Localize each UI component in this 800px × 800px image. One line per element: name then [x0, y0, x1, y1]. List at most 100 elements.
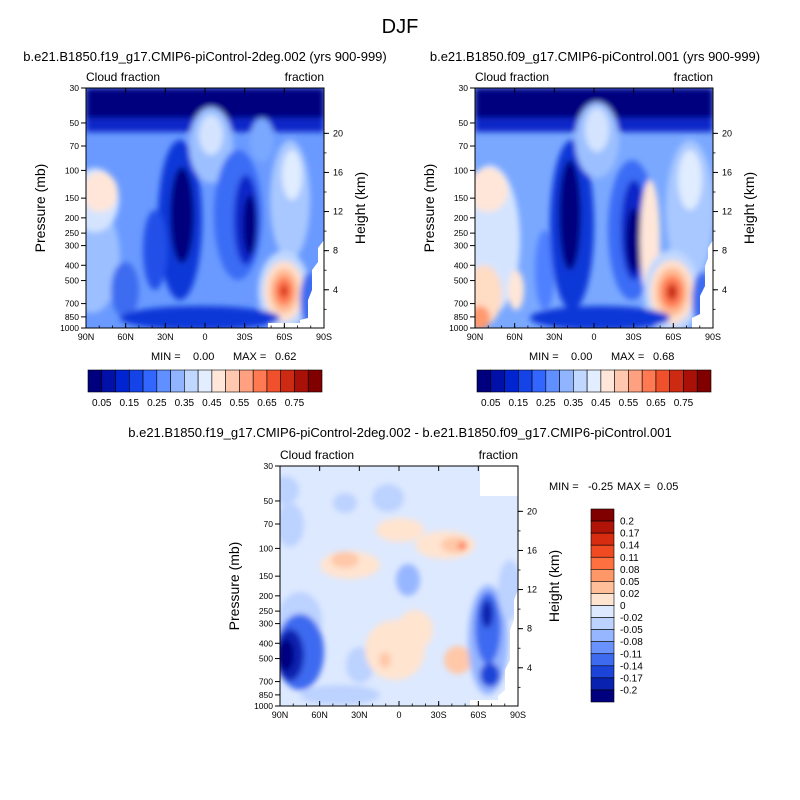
x-tick-label: 90S — [510, 710, 526, 720]
p-tick-label: 150 — [65, 193, 79, 203]
right-subtitle: fraction — [674, 70, 713, 84]
colorbar-swatch — [211, 369, 226, 393]
colorbar-swatch — [170, 369, 185, 393]
colorbar-label: 0.05 — [92, 398, 112, 409]
colorbar-swatch — [504, 369, 519, 393]
colorbar-label: 0.14 — [620, 541, 640, 552]
x-tick-label: 30S — [626, 332, 642, 342]
p-tick-label: 700 — [454, 299, 468, 309]
colorbar-swatch — [87, 369, 103, 393]
colorbar-swatch — [590, 556, 615, 570]
min-max-stats: MIN = 0.00 MAX = 0.62 — [151, 351, 296, 363]
x-tick-label: 60N — [506, 332, 523, 342]
p-tick-label: 300 — [65, 241, 79, 251]
h-tick-label: 4 — [333, 285, 338, 295]
colorbar-swatch — [184, 369, 199, 393]
x-tick-label: 60N — [117, 332, 134, 342]
p-tick-label: 700 — [65, 299, 79, 309]
max-label: MAX = — [611, 351, 644, 363]
colorbar-swatch — [225, 369, 240, 393]
h-tick-label: 8 — [722, 246, 727, 256]
h-tick-label: 8 — [333, 246, 338, 256]
p-tick-label: 70 — [70, 141, 80, 151]
p-tick-label: 250 — [65, 228, 79, 238]
colorbar-label: 0.65 — [257, 398, 277, 409]
x-tick-label: 30N — [546, 332, 563, 342]
max-value: 0.62 — [275, 351, 296, 363]
y2-axis-label: Height (km) — [546, 550, 562, 622]
left-subtitle: Cloud fraction — [86, 70, 160, 84]
panel-difference: b.e21.B1850.f19_g17.CMIP6-piControl-2deg… — [128, 425, 678, 720]
p-tick-label: 30 — [459, 83, 469, 93]
p-tick-label: 50 — [264, 496, 274, 506]
p-tick-label: 150 — [454, 193, 468, 203]
colorbar-swatch — [590, 629, 615, 642]
colorbar-label: 0.35 — [175, 398, 195, 409]
colorbar-swatch — [590, 665, 615, 679]
colorbar-label: -0.11 — [620, 649, 642, 660]
h-tick-label: 16 — [527, 545, 537, 555]
colorbar-label: 0.05 — [620, 577, 640, 588]
colorbar-swatch — [590, 641, 615, 655]
x-tick-label: 90N — [272, 710, 289, 720]
p-tick-label: 500 — [454, 276, 468, 286]
colorbar-label: 0.75 — [285, 398, 305, 409]
colorbar-label: 0.45 — [591, 398, 611, 409]
p-tick-label: 500 — [259, 654, 273, 664]
h-tick-label: 20 — [527, 506, 537, 516]
colorbar-swatch — [590, 581, 615, 594]
colorbar-label: 0.15 — [120, 398, 140, 409]
left-subtitle: Cloud fraction — [475, 70, 549, 84]
h-tick-label: 16 — [333, 167, 343, 177]
colorbar-label: 0.17 — [620, 529, 640, 540]
colorbar-label: -0.17 — [620, 673, 643, 684]
p-tick-label: 250 — [454, 228, 468, 238]
p-tick-label: 700 — [259, 677, 273, 687]
min-max-stats: MIN = -0.25 MAX = 0.05 — [549, 481, 678, 493]
p-tick-label: 200 — [259, 591, 273, 601]
p-tick-label: 150 — [259, 571, 273, 581]
h-tick-label: 4 — [527, 663, 532, 673]
x-tick-label: 0 — [396, 710, 401, 720]
y-axis-label: Pressure (mb) — [226, 542, 242, 631]
x-tick-label: 90N — [78, 332, 95, 342]
p-tick-label: 100 — [65, 165, 79, 175]
colorbar-label: 0.75 — [674, 398, 694, 409]
panel-right-top: b.e21.B1850.f09_g17.CMIP6-piControl.001 … — [421, 49, 760, 409]
colorbar-label: -0.02 — [620, 613, 643, 624]
colorbar-swatch — [655, 369, 671, 393]
x-tick-label: 90S — [705, 332, 721, 342]
contour-field — [475, 88, 713, 328]
colorbar-swatch — [128, 369, 144, 393]
colorbar-label: 0.08 — [620, 565, 640, 576]
colorbar-label: 0.25 — [147, 398, 167, 409]
colorbar-swatch — [590, 617, 615, 630]
p-tick-label: 50 — [459, 118, 469, 128]
panel-title: b.e21.B1850.f09_g17.CMIP6-piControl.001 … — [430, 49, 760, 64]
min-value: -0.25 — [588, 481, 613, 493]
max-value: 0.68 — [653, 351, 674, 363]
p-tick-label: 200 — [454, 213, 468, 223]
colorbar-label: 0.11 — [620, 553, 639, 564]
contour-field — [86, 88, 324, 328]
colorbar-label: -0.08 — [620, 637, 643, 648]
colorbar-swatch — [590, 605, 615, 618]
colorbar-label: -0.05 — [620, 625, 643, 636]
p-tick-label: 500 — [65, 276, 79, 286]
p-tick-label: 50 — [70, 118, 80, 128]
min-value: 0.00 — [571, 351, 592, 363]
colorbar-swatch — [101, 369, 116, 393]
colorbar-swatch — [517, 369, 533, 393]
p-tick-label: 100 — [454, 165, 468, 175]
colorbar-swatch — [590, 653, 615, 667]
colorbar-swatch — [545, 369, 560, 393]
x-tick-label: 60N — [311, 710, 328, 720]
y2-axis-label: Height (km) — [741, 172, 757, 244]
colorbar-swatch — [614, 369, 629, 393]
left-subtitle: Cloud fraction — [280, 448, 354, 462]
p-tick-label: 850 — [65, 312, 79, 322]
colorbar-swatch — [573, 369, 588, 393]
h-tick-label: 20 — [333, 128, 343, 138]
h-tick-label: 8 — [527, 624, 532, 634]
min-label: MIN = — [151, 351, 181, 363]
